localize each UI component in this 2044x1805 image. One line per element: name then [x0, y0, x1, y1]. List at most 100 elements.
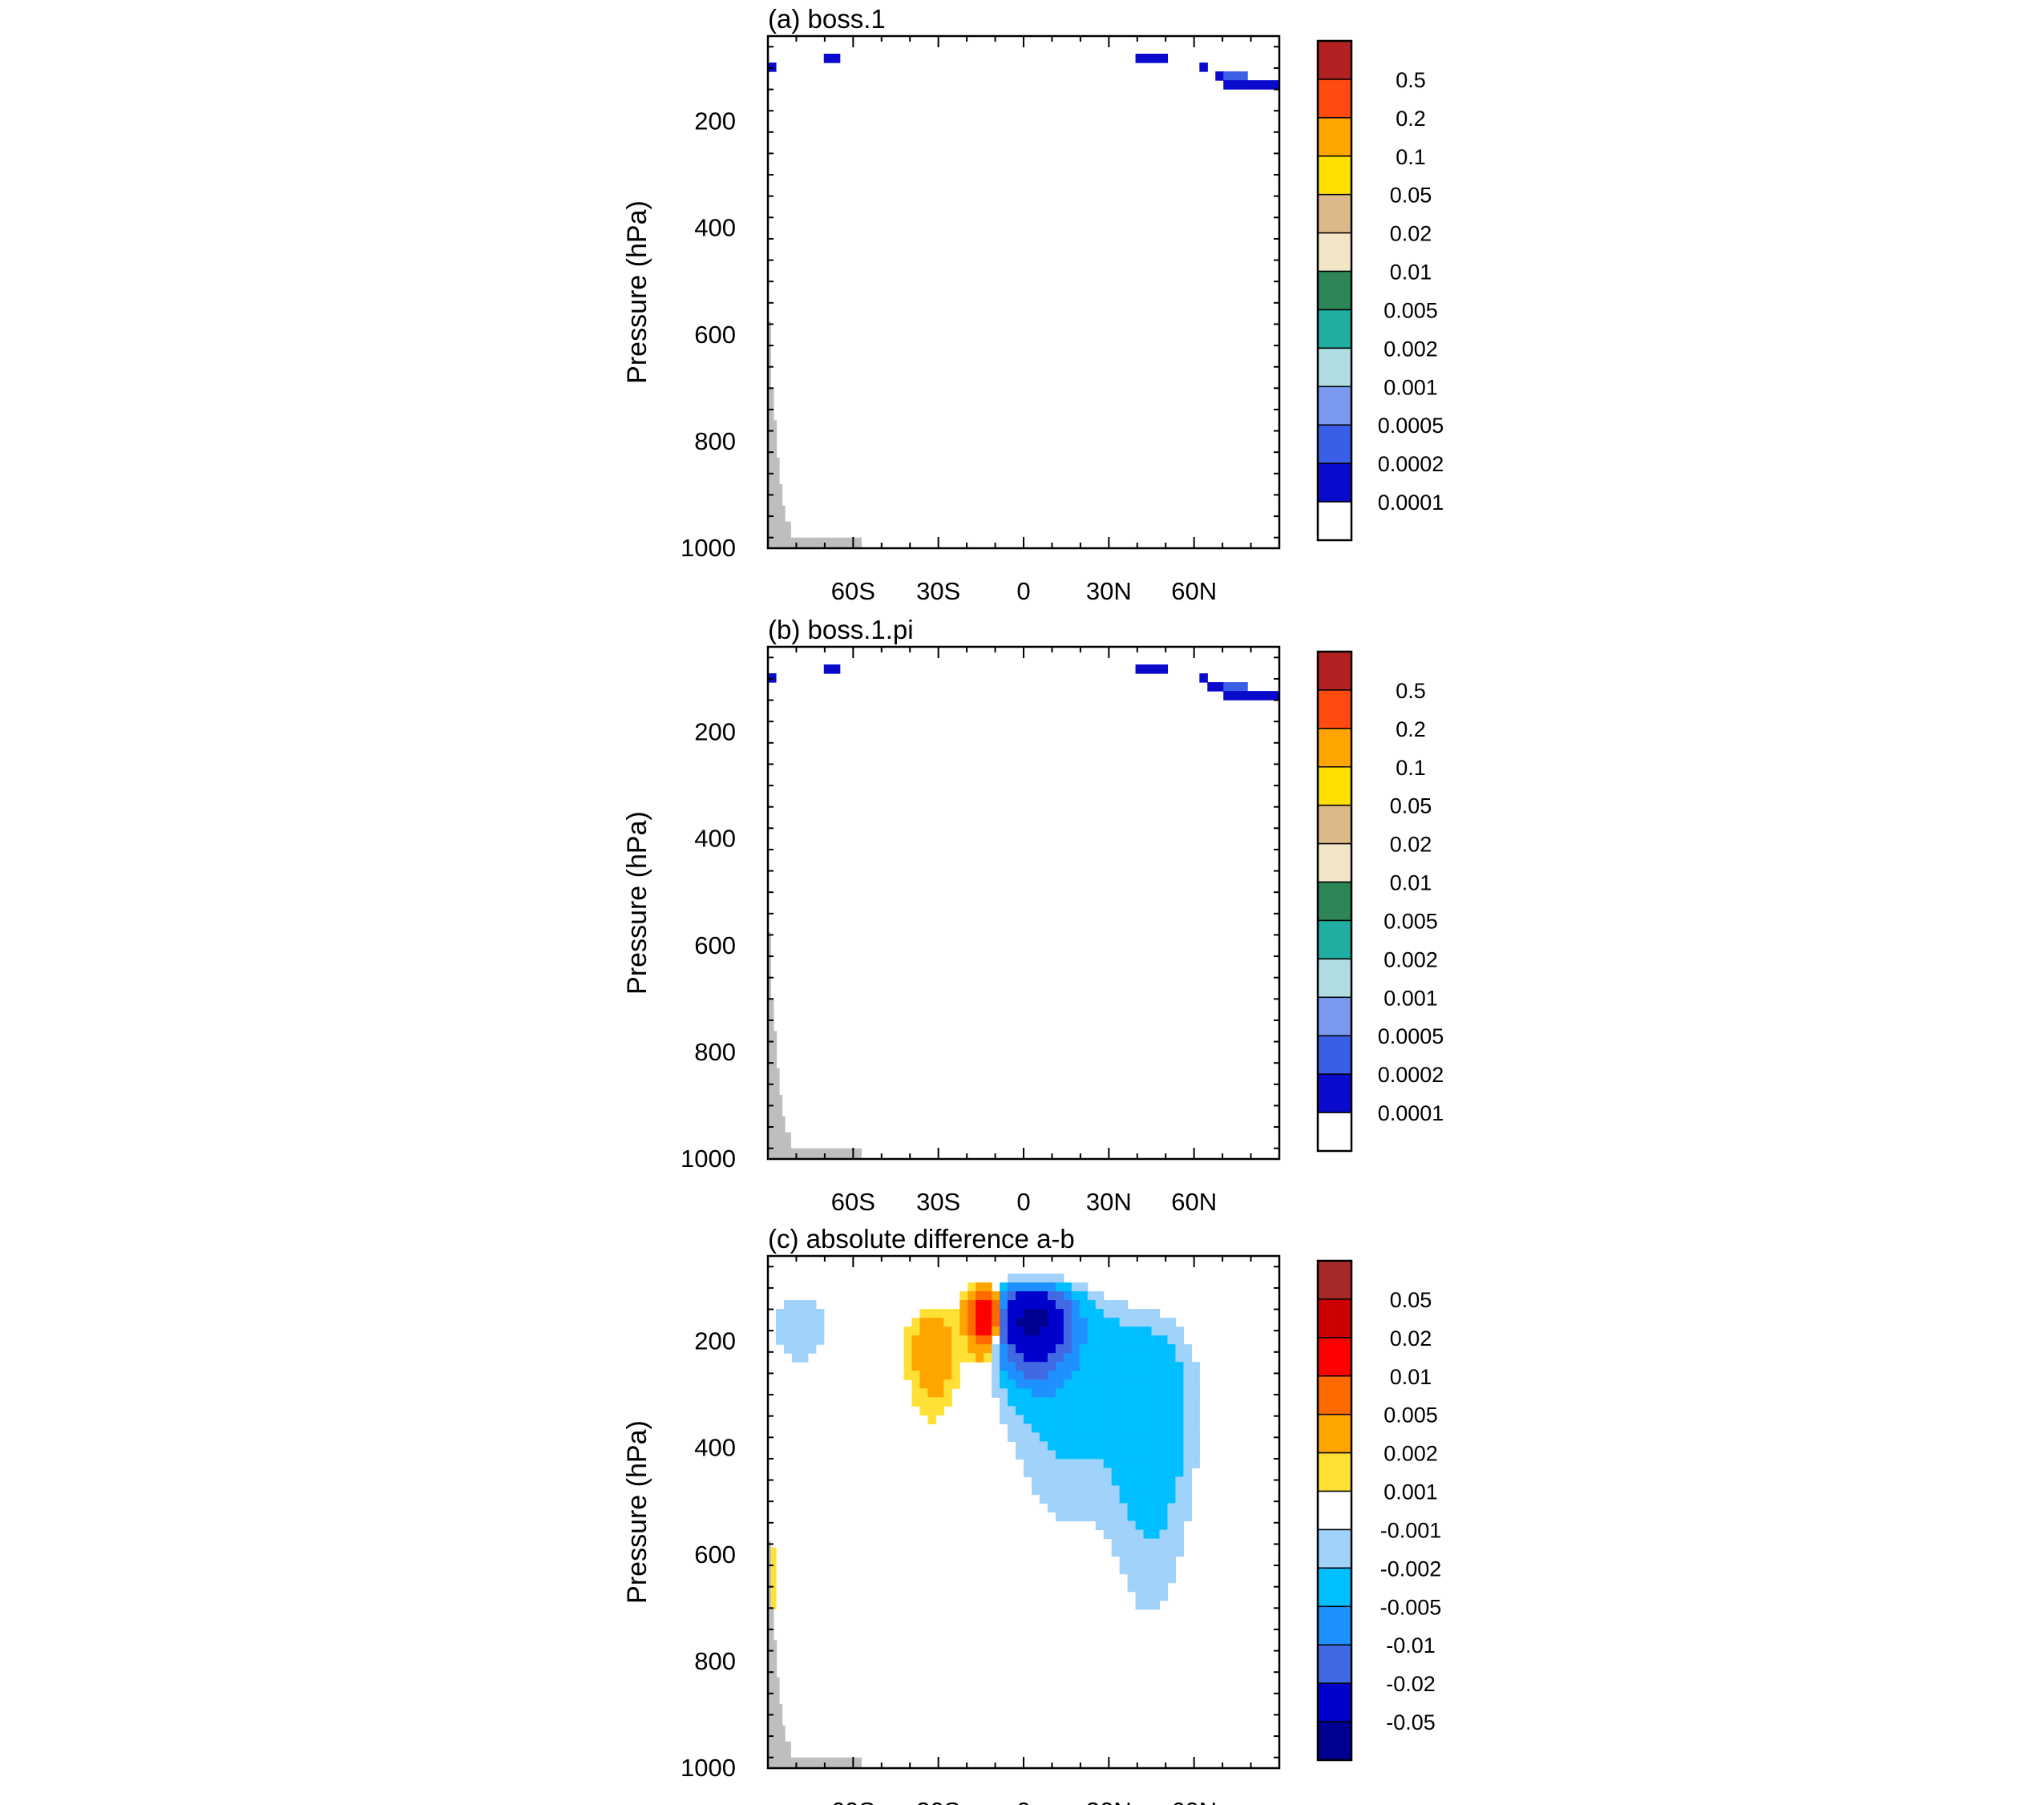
- panel-c-contour-cell: [791, 1335, 801, 1345]
- y-tick-label: 200: [694, 1327, 736, 1355]
- panel-c-contour-cell: [1031, 1485, 1040, 1496]
- colorbar-label: -0.002: [1380, 1557, 1442, 1581]
- colorbar-label: 0.001: [1384, 1480, 1438, 1504]
- panel-c-contour-cell: [1119, 1344, 1129, 1354]
- panel-c-contour-cell: [1071, 1512, 1081, 1522]
- x-tick-label: 0: [1016, 1188, 1030, 1216]
- panel-c-contour-cell: [1135, 1485, 1145, 1496]
- panel-c-contour-cell: [1063, 1468, 1072, 1478]
- colorbar-swatch: [1317, 1413, 1352, 1454]
- panel-c-contour-cell: [1143, 1529, 1153, 1540]
- panel-c-contour-cell: [919, 1326, 928, 1336]
- panel-c-contour-cell: [992, 1379, 1000, 1389]
- colorbar-swatch: [1317, 804, 1352, 845]
- panel-c-contour-cell: [1024, 1397, 1032, 1407]
- panel-c-contour-cell: [1183, 1415, 1192, 1424]
- panel-c-contour-cell: [1143, 1600, 1153, 1610]
- panel-c-contour-cell: [1111, 1379, 1121, 1389]
- panel-c-contour-cell: [1087, 1397, 1097, 1407]
- panel-c-contour-cell: [1008, 1397, 1016, 1407]
- panel-c-contour-cell: [1151, 1432, 1161, 1442]
- panel-a-field: [768, 54, 1280, 90]
- panel-c-contour-cell: [1024, 1459, 1032, 1469]
- panel-c-contour-cell: [1087, 1503, 1097, 1513]
- land-mask: [779, 484, 783, 548]
- panel-c-contour-cell: [1119, 1556, 1129, 1566]
- panel-c-contour-cell: [1159, 1423, 1169, 1433]
- panel-a-contour-cell: [1135, 54, 1145, 63]
- panel-c-contour-cell: [1159, 1573, 1169, 1584]
- panel-c-contour-cell: [1063, 1291, 1072, 1301]
- y-tick-label: 400: [694, 825, 736, 853]
- panel-c-contour-cell: [1175, 1344, 1184, 1354]
- panel-c-contour-cell: [1095, 1468, 1105, 1478]
- panel-c-contour-cell: [1167, 1379, 1177, 1389]
- panel-c-contour-cell: [1095, 1512, 1105, 1522]
- panel-c-contour-cell: [1167, 1388, 1177, 1398]
- panel-c-contour-cell: [1151, 1441, 1161, 1451]
- panel-c-contour-cell: [1167, 1335, 1177, 1345]
- colorbar-swatch: [1317, 1375, 1352, 1415]
- colorbar-swatch: [1317, 842, 1352, 883]
- panel-c-contour-cell: [1111, 1335, 1121, 1345]
- panel-c-contour-cell: [1071, 1362, 1081, 1371]
- panel-c-contour-cell: [1103, 1512, 1113, 1522]
- panel-c-contour-cell: [1159, 1353, 1169, 1363]
- panel-c-contour-cell: [1079, 1432, 1089, 1442]
- panel-c-contour-cell: [1143, 1512, 1153, 1522]
- panel-c-contour-cell: [1159, 1450, 1169, 1460]
- panel-c-contour-cell: [1079, 1335, 1089, 1345]
- panel-c-contour-cell: [1167, 1547, 1177, 1557]
- panel-c-contour-cell: [1095, 1450, 1105, 1460]
- panel-c-contour-cell: [1095, 1318, 1105, 1327]
- panel-c-contour-cell: [943, 1335, 952, 1345]
- panel-c-contour-cell: [1024, 1274, 1032, 1283]
- panel-c-contour-cell: [1167, 1326, 1177, 1336]
- panel-c-contour-cell: [1167, 1371, 1177, 1380]
- panel-c-contour-cell: [976, 1282, 984, 1292]
- panel-c-contour-cell: [1119, 1318, 1129, 1327]
- panel-c-contour-cell: [1191, 1450, 1200, 1460]
- panel-c-contour-cell: [935, 1379, 944, 1389]
- panel-c-contour-cell: [1127, 1538, 1137, 1549]
- panel-c-contour-cell: [1087, 1485, 1097, 1496]
- land-mask: [768, 932, 771, 1159]
- panel-c-contour-cell: [1039, 1459, 1048, 1469]
- panel-c-contour-cell: [1135, 1476, 1145, 1487]
- panel-c-contour-cell: [1047, 1432, 1056, 1442]
- panel-c-contour-cell: [1191, 1423, 1200, 1433]
- panel-c-contour-cell: [1103, 1450, 1113, 1460]
- colorbar-label: 0.01: [1390, 1365, 1432, 1389]
- panel-c-contour-cell: [911, 1353, 921, 1363]
- panel-c-contour-cell: [1111, 1450, 1121, 1460]
- panel-c-contour-cell: [1055, 1406, 1064, 1415]
- colorbar-label: 0.001: [1384, 375, 1438, 399]
- panel-c-contour-cell: [1008, 1335, 1016, 1345]
- x-tick-label: 60S: [831, 1188, 875, 1216]
- panel-c-contour-cell: [1103, 1300, 1113, 1310]
- panel-c-contour-cell: [1159, 1388, 1169, 1398]
- panel-c-contour-cell: [1119, 1538, 1129, 1549]
- panel-c-contour-cell: [959, 1326, 968, 1336]
- panel-c-field: [768, 1274, 1200, 1610]
- panel-c-contour-cell: [1167, 1573, 1177, 1584]
- panel-a: 200 400 600 800 1000 60S 30S 0 30N 60N (a) boss.1 P…: [622, 4, 1444, 605]
- panel-c-contour-cell: [1047, 1476, 1056, 1487]
- panel-b-colorbar: 0.5 0.2 0.1 0.05 0.02 0.01 0.005 0.002 0.001 0.00…: [1316, 650, 1444, 1153]
- panel-c-contour-cell: [1159, 1520, 1169, 1531]
- panel-a-contour-cell: [768, 63, 777, 72]
- panel-c-contour-cell: [1016, 1415, 1024, 1424]
- panel-c-contour-cell: [1119, 1512, 1129, 1522]
- panel-c-contour-cell: [1103, 1344, 1113, 1354]
- panel-c-contour-cell: [1159, 1397, 1169, 1407]
- land-mask: [770, 999, 774, 1159]
- panel-c-contour-cell: [1143, 1326, 1153, 1336]
- colorbar-frame: [1316, 650, 1353, 1153]
- panel-c-contour-cell: [1127, 1353, 1137, 1363]
- land-mask: [776, 1068, 780, 1159]
- panel-c-contour-cell: [1008, 1388, 1016, 1398]
- panel-c-contour-cell: [951, 1318, 960, 1327]
- colorbar-label: 0.1: [1396, 756, 1426, 780]
- panel-c-contour-cell: [1143, 1318, 1153, 1327]
- panel-c-contour-cell: [1024, 1379, 1032, 1389]
